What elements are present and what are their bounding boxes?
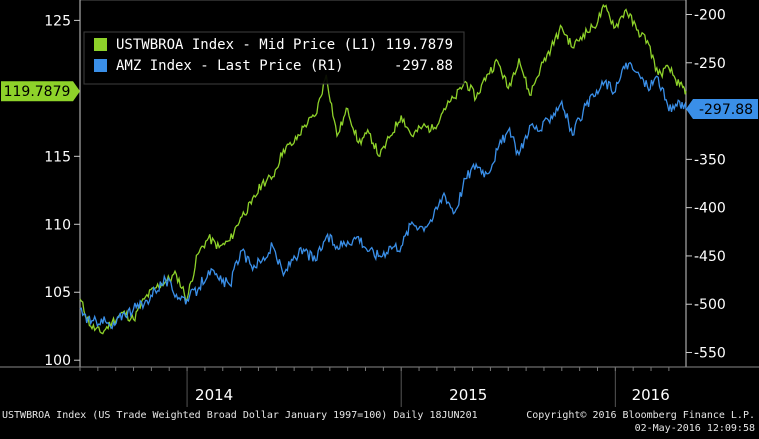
left-last-value: 119.7879 xyxy=(4,84,71,100)
legend-label: AMZ Index - Last Price (R1) xyxy=(116,58,344,74)
series-line-0 xyxy=(79,3,687,335)
right-axis-tick-label: -250 xyxy=(694,56,726,72)
right-axis-tick-label: -500 xyxy=(694,297,726,313)
left-axis-tick-label: 110 xyxy=(44,217,71,233)
left-last-value-arrow xyxy=(73,81,80,102)
footer-copyright: Copyright© 2016 Bloomberg Finance L.P. xyxy=(526,410,755,421)
legend-swatch xyxy=(94,38,107,51)
legend-value: 119.7879 xyxy=(386,37,453,53)
legend-swatch xyxy=(94,59,107,72)
legend-value: -297.88 xyxy=(394,58,453,74)
left-axis-tick-label: 100 xyxy=(44,353,71,369)
right-last-value: -297.88 xyxy=(699,102,753,118)
x-axis-year-label: 2015 xyxy=(449,386,487,404)
x-axis-year-label: 2016 xyxy=(632,386,670,404)
x-axis-year-label: 2014 xyxy=(195,386,233,404)
left-axis-tick-label: 125 xyxy=(44,13,71,29)
left-axis-tick-label: 105 xyxy=(44,285,71,301)
footer-timestamp: 02-May-2016 12:09:58 xyxy=(634,423,755,434)
right-axis-tick-label: -350 xyxy=(694,152,726,168)
legend-box xyxy=(83,31,465,85)
series-line-1 xyxy=(79,61,687,330)
right-axis-tick-label: -400 xyxy=(694,201,726,217)
left-axis-tick-label: 115 xyxy=(44,149,71,165)
right-axis-tick-label: -200 xyxy=(694,7,726,23)
left-last-value-box xyxy=(1,81,73,102)
right-axis-tick-label: -550 xyxy=(694,346,726,362)
legend-label: USTWBROA Index - Mid Price (L1) xyxy=(116,37,377,53)
right-last-value-box xyxy=(686,99,758,120)
right-axis-tick-label: -450 xyxy=(694,249,726,265)
footer-source: USTWBROA Index (US Trade Weighted Broad … xyxy=(2,410,478,421)
